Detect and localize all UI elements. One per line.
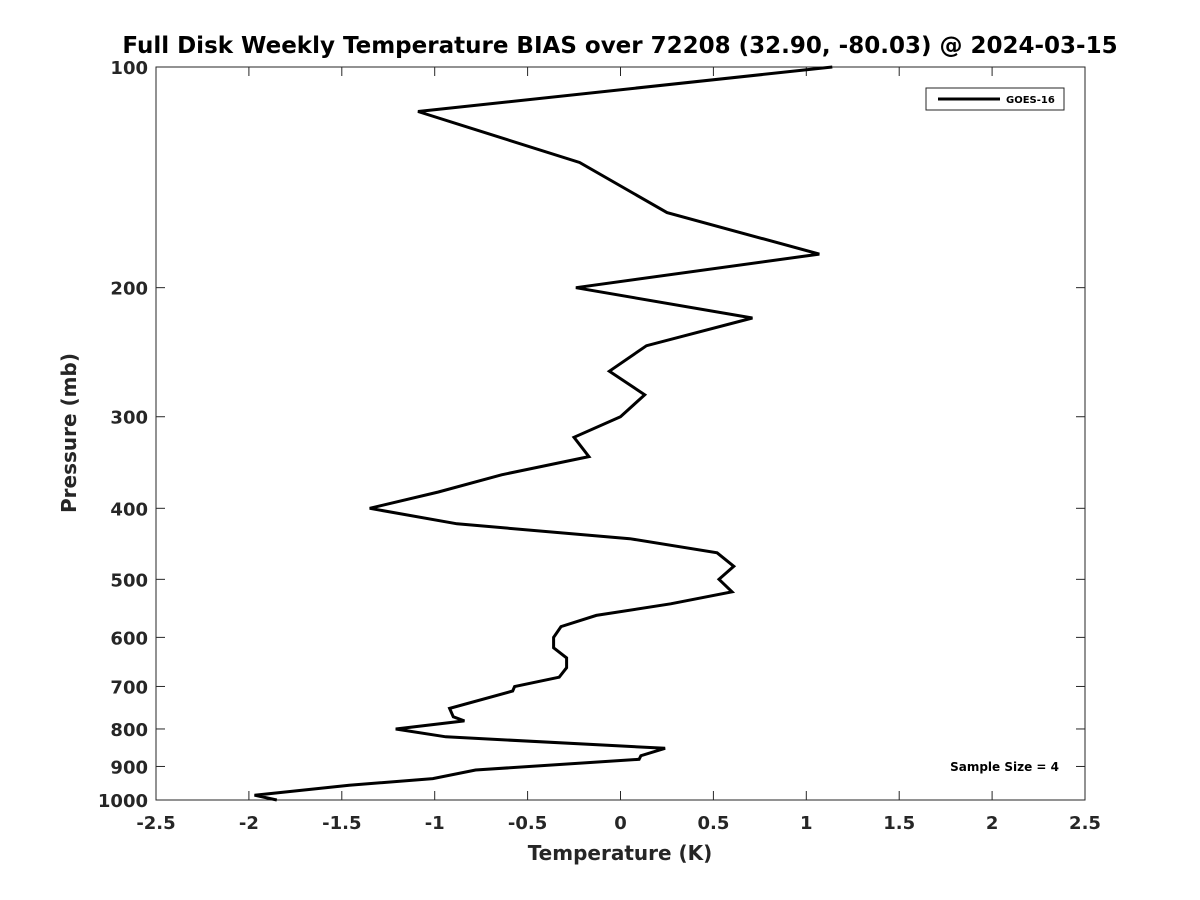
y-tick-label: 500 <box>110 570 148 591</box>
y-tick-label: 900 <box>110 757 148 778</box>
x-tick-label: 1 <box>800 813 813 834</box>
x-tick-label: 0.5 <box>697 813 729 834</box>
x-tick-label: 0 <box>614 813 627 834</box>
y-tick-label: 600 <box>110 628 148 649</box>
x-tick-label: -1.5 <box>322 813 361 834</box>
y-tick-label: 300 <box>110 408 148 429</box>
y-tick-label: 700 <box>110 677 148 698</box>
x-tick-label: -2.5 <box>136 813 175 834</box>
x-axis: -2.5 -2 -1.5 -1 -0.5 0 0.5 1 1.5 2 2.5 <box>136 67 1101 834</box>
sample-size-annotation: Sample Size = 4 <box>950 760 1059 774</box>
x-tick-label: -0.5 <box>508 813 547 834</box>
y-tick-label: 200 <box>110 279 148 300</box>
x-tick-label: 2 <box>986 813 999 834</box>
x-tick-label: 2.5 <box>1069 813 1101 834</box>
chart-title: Full Disk Weekly Temperature BIAS over 7… <box>122 33 1117 59</box>
y-tick-label: 400 <box>110 499 148 520</box>
legend-entry-goes-16: GOES-16 <box>1006 95 1055 106</box>
y-tick-label: 100 <box>110 58 148 79</box>
y-axis: 100 200 300 400 500 600 700 800 900 1000 <box>98 58 1085 812</box>
y-tick-label: 800 <box>110 720 148 741</box>
y-tick-label: 1000 <box>98 791 148 812</box>
x-tick-label: -1 <box>425 813 445 834</box>
legend: GOES-16 <box>925 87 1065 111</box>
plot-area-frame <box>155 66 1086 801</box>
series-line-goes-16 <box>254 65 833 802</box>
x-tick-label: -2 <box>239 813 259 834</box>
y-axis-label: Pressure (mb) <box>57 353 81 513</box>
x-tick-label: 1.5 <box>883 813 915 834</box>
x-axis-label: Temperature (K) <box>528 841 713 865</box>
